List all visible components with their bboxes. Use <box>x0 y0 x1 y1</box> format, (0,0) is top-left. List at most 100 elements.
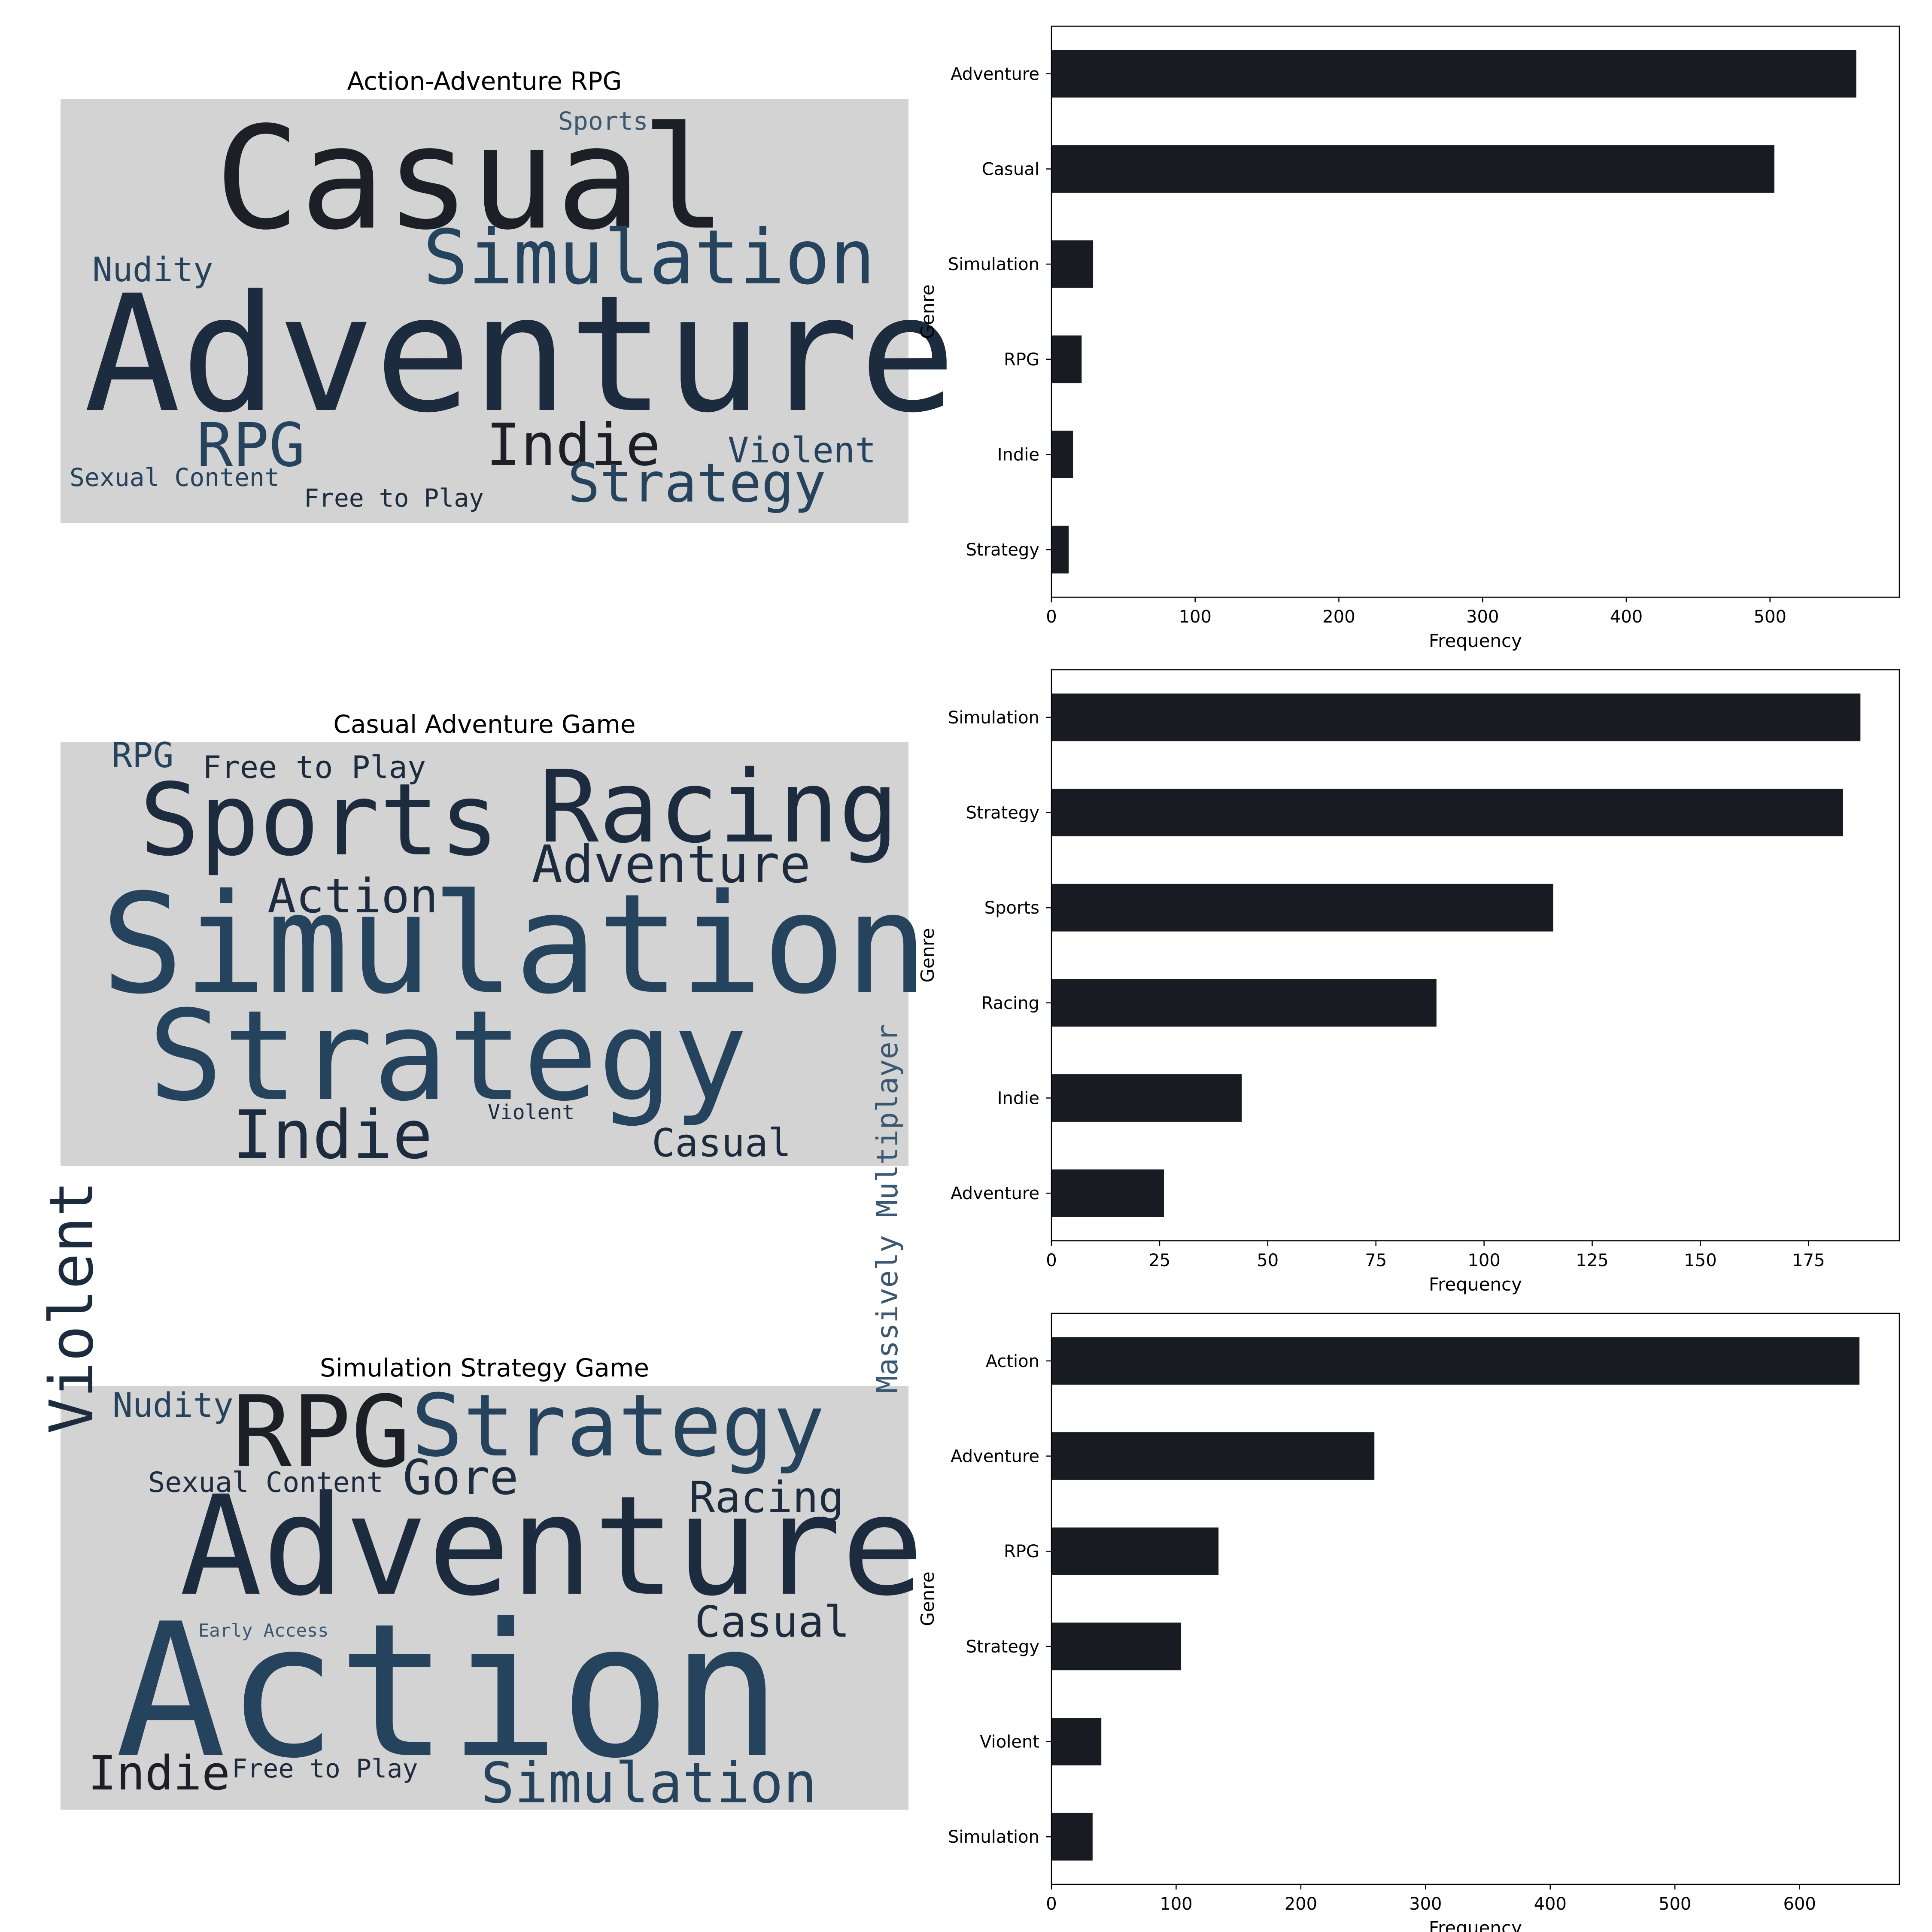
y-tick-label: Violent <box>980 1732 1039 1752</box>
x-tick-label: 25 <box>1148 1251 1170 1270</box>
word-free-to-play: Free to Play <box>232 1754 418 1784</box>
x-tick-label: 0 <box>1046 1251 1057 1270</box>
axes-frame <box>1051 669 1900 1242</box>
y-tick-label: Adventure <box>951 64 1039 84</box>
word-casual: Casual <box>215 96 726 261</box>
y-axis-label: Genre <box>917 1571 938 1626</box>
y-axis-label: Genre <box>917 284 938 339</box>
word-nudity: Nudity <box>112 1386 234 1425</box>
word-racing: Racing <box>539 749 899 865</box>
bar-rpg <box>1051 335 1082 383</box>
x-tick-label: 0 <box>1046 1894 1057 1914</box>
axes-frame <box>1051 1312 1900 1885</box>
x-tick-label: 175 <box>1792 1251 1825 1270</box>
word-adventure: Adventure <box>532 835 811 895</box>
axes-frame <box>1051 25 1900 598</box>
word-early-access: Early Access <box>198 1620 328 1641</box>
y-tick-label: Simulation <box>948 708 1039 728</box>
word-rpg: RPG <box>197 410 305 480</box>
bar-racing <box>1051 979 1437 1027</box>
wordcloud-background <box>61 99 908 523</box>
word-adventure: Adventure <box>179 1467 924 1626</box>
x-tick-label: 600 <box>1783 1894 1816 1914</box>
wordcloud-title: Casual Adventure Game <box>333 710 635 739</box>
word-massively-multiplayer: Massively Multiplayer <box>871 1024 905 1393</box>
x-tick-label: 300 <box>1466 607 1499 627</box>
word-action: Action <box>267 869 438 923</box>
y-tick-label: RPG <box>1004 350 1039 370</box>
x-tick-label: 100 <box>1467 1251 1500 1270</box>
x-tick-label: 500 <box>1659 1894 1691 1914</box>
bar-simulation <box>1051 240 1094 288</box>
word-free-to-play: Free to Play <box>203 749 426 785</box>
x-tick-label: 0 <box>1046 607 1057 627</box>
word-sports: Sports <box>140 762 499 878</box>
bar-violent <box>1051 1718 1102 1765</box>
word-indie: Indie <box>232 1096 433 1174</box>
word-indie: Indie <box>486 411 660 479</box>
word-strategy: Strategy <box>568 452 826 514</box>
x-tick-label: 400 <box>1610 607 1643 627</box>
x-tick-label: 75 <box>1365 1251 1387 1270</box>
bar-adventure <box>1051 50 1856 98</box>
x-tick-label: 300 <box>1409 1894 1442 1914</box>
x-tick-label: 150 <box>1684 1251 1716 1270</box>
bar-adventure <box>1051 1169 1164 1217</box>
x-tick-label: 400 <box>1534 1894 1567 1914</box>
y-tick-label: Simulation <box>948 255 1039 274</box>
word-strategy: Strategy <box>148 984 748 1129</box>
bar-chart-panel: Action Adventure RPG Strategy Violent Simulat… <box>917 1312 1900 1932</box>
x-axis-label: Frequency <box>1429 1274 1522 1295</box>
y-tick-label: Simulation <box>948 1827 1039 1847</box>
x-tick-label: 100 <box>1160 1894 1192 1914</box>
wordcloud-title: Simulation Strategy Game <box>320 1353 649 1382</box>
y-tick-label: Indie <box>997 445 1039 465</box>
word-sexual-content: Sexual Content <box>70 463 279 492</box>
word-strategy: Strategy <box>411 1376 825 1476</box>
x-axis-label: Frequency <box>1429 630 1522 651</box>
bar-indie <box>1051 1074 1242 1122</box>
bar-action <box>1051 1337 1860 1385</box>
y-tick-label: Action <box>986 1352 1039 1371</box>
y-tick-label: Adventure <box>951 1447 1039 1467</box>
word-nudity: Nudity <box>92 251 213 289</box>
wordcloud-background <box>61 1386 908 1810</box>
x-tick-label: 125 <box>1576 1251 1608 1270</box>
word-free-to-play: Free to Play <box>304 483 484 513</box>
word-gore: Gore <box>403 1450 519 1506</box>
bar-indie <box>1051 431 1073 478</box>
wordcloud-background <box>61 742 908 1166</box>
x-tick-label: 100 <box>1179 607 1212 627</box>
bar-strategy <box>1051 526 1069 574</box>
word-casual: Casual <box>695 1597 850 1647</box>
y-tick-label: Sports <box>984 898 1039 918</box>
bar-chart-panel: Simulation Strategy Sports Racing Indie Adven… <box>917 669 1900 1295</box>
x-tick-label: 200 <box>1322 607 1355 627</box>
y-tick-label: Strategy <box>966 540 1039 560</box>
bar-rpg <box>1051 1527 1219 1575</box>
bar-adventure <box>1051 1432 1375 1480</box>
x-axis-label: Frequency <box>1429 1917 1522 1932</box>
word-rpg: RPG <box>232 1375 410 1490</box>
word-sexual-content: Sexual Content <box>148 1467 383 1499</box>
y-axis-label: Genre <box>917 928 938 982</box>
bar-chart-panel: Adventure Casual Simulation RPG Indie Strateg… <box>917 25 1900 651</box>
word-racing: Racing <box>689 1472 844 1522</box>
y-tick-label: RPG <box>1004 1542 1039 1561</box>
word-action: Action <box>115 1584 782 1799</box>
bar-strategy <box>1051 1622 1182 1671</box>
y-tick-label: Adventure <box>951 1184 1039 1203</box>
bar-simulation <box>1051 693 1861 741</box>
word-simulation: Simulation <box>481 1750 817 1816</box>
word-sports: Sports <box>558 106 648 136</box>
wordcloud-panel: Casual Adventure Game RPG Free to PlaySpor… <box>61 710 928 1174</box>
bar-strategy <box>1051 789 1844 836</box>
x-tick-label: 50 <box>1257 1251 1279 1270</box>
word-adventure: Adventure <box>84 261 956 448</box>
bar-casual <box>1051 145 1774 193</box>
bar-simulation <box>1051 1813 1093 1861</box>
word-violent: Violent <box>728 430 876 471</box>
